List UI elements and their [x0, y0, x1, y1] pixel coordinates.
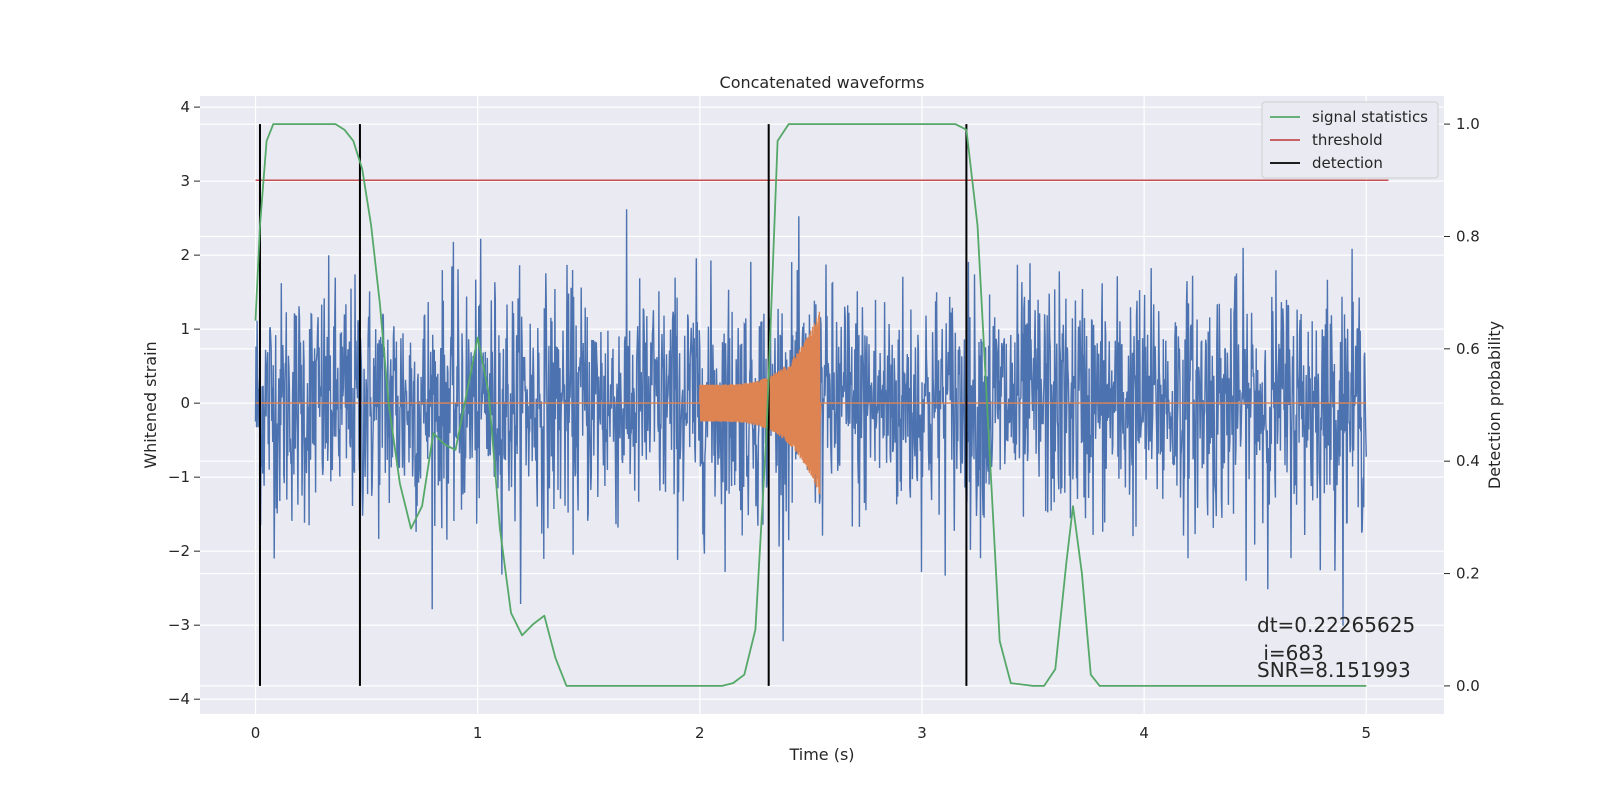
y-tick-label: −1 [168, 468, 190, 486]
right-y-axis-ticks: 0.0 0.2 0.4 0.6 0.8 1.0 [1444, 115, 1480, 695]
annotation-snr: SNR=8.151993 [1257, 658, 1411, 682]
legend-label-detection: detection [1312, 154, 1383, 172]
y2-tick-label: 0.2 [1456, 565, 1480, 583]
annotation-index: i=683 [1257, 641, 1324, 665]
x-tick-label: 1 [473, 724, 483, 742]
x-axis-ticks: 0 1 2 3 4 5 [251, 724, 1371, 742]
y-tick-label: −4 [168, 690, 190, 708]
y2-tick-label: 0.6 [1456, 340, 1480, 358]
y-tick-label: 3 [180, 172, 190, 190]
left-y-axis-ticks: −4 −3 −2 −1 0 1 2 3 4 [168, 98, 200, 708]
y2-tick-label: 0.4 [1456, 452, 1480, 470]
y2-tick-label: 1.0 [1456, 115, 1480, 133]
legend: signal statistics threshold detection [1261, 101, 1439, 179]
x-tick-label: 3 [917, 724, 927, 742]
y-tick-label: −3 [168, 616, 190, 634]
y2-tick-label: 0.8 [1456, 227, 1480, 245]
y2-tick-label: 0.0 [1456, 677, 1480, 695]
y-tick-label: 1 [180, 320, 190, 338]
legend-box [1261, 101, 1439, 179]
x-tick-label: 5 [1361, 724, 1371, 742]
legend-label-signal-statistics: signal statistics [1312, 108, 1428, 126]
y-tick-label: 2 [180, 246, 190, 264]
legend-label-threshold: threshold [1312, 131, 1383, 149]
chart-title: Concatenated waveforms [720, 73, 925, 92]
annotation-group: dt=0.22265625 i=683 SNR=8.151993 [1257, 613, 1415, 682]
annotation-dt: dt=0.22265625 [1257, 613, 1415, 637]
y2-axis-label: Detection probability [1485, 321, 1504, 489]
y-tick-label: 4 [180, 98, 190, 116]
y-tick-label: 0 [180, 394, 190, 412]
x-axis-label: Time (s) [788, 745, 854, 764]
y-tick-label: −2 [168, 542, 190, 560]
y-axis-label: Whitened strain [141, 341, 160, 468]
x-tick-label: 2 [695, 724, 705, 742]
series-signal-statistics-line [254, 123, 1367, 687]
series-injection-line [255, 311, 1367, 494]
x-tick-label: 4 [1139, 724, 1149, 742]
x-tick-label: 0 [251, 724, 261, 742]
plot-series-group [254, 123, 1389, 687]
